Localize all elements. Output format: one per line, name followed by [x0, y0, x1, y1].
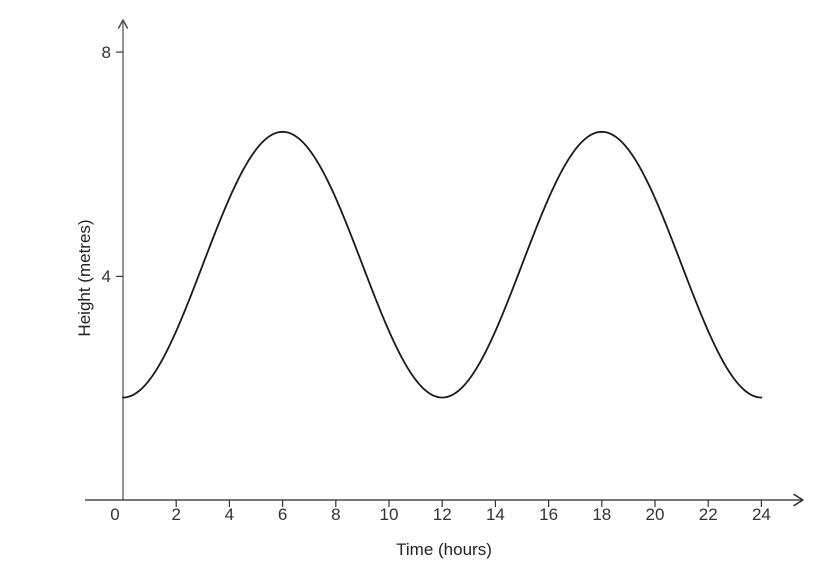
svg-text:18: 18 [592, 505, 611, 524]
svg-text:22: 22 [699, 505, 718, 524]
svg-text:8: 8 [331, 505, 340, 524]
svg-text:4: 4 [225, 505, 234, 524]
svg-text:16: 16 [539, 505, 558, 524]
svg-text:Height (metres): Height (metres) [75, 219, 94, 336]
svg-text:2: 2 [171, 505, 180, 524]
svg-text:12: 12 [433, 505, 452, 524]
svg-text:Time (hours): Time (hours) [396, 540, 492, 559]
svg-text:24: 24 [752, 505, 771, 524]
svg-text:0: 0 [110, 505, 119, 524]
svg-text:6: 6 [278, 505, 287, 524]
svg-text:8: 8 [102, 43, 111, 62]
svg-text:20: 20 [646, 505, 665, 524]
svg-text:4: 4 [102, 267, 111, 286]
svg-text:14: 14 [486, 505, 505, 524]
svg-text:10: 10 [380, 505, 399, 524]
